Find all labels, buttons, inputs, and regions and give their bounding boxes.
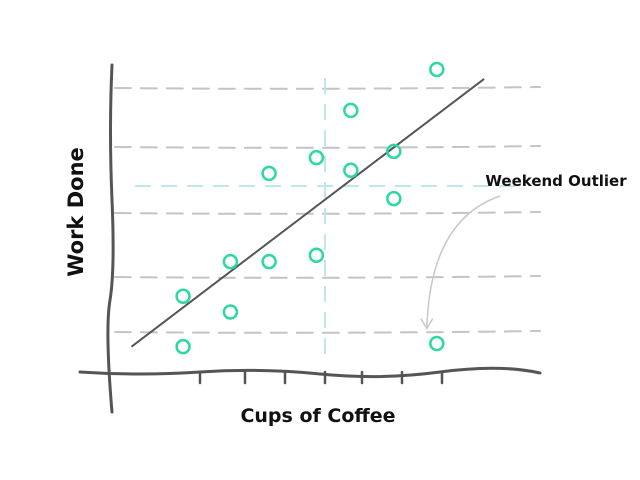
annotation-arrowhead [420,318,434,330]
trend-line-group [130,78,485,348]
y-axis-line [106,63,115,414]
data-point [386,190,402,207]
data-point [429,335,445,352]
annotation-arrow [426,195,501,329]
data-point [261,165,277,182]
data-point [222,253,239,270]
data-point [386,143,402,160]
data-point [175,338,191,355]
annotation-group: Weekend Outlier [420,172,627,330]
data-point [222,304,239,320]
x-axis-line [78,366,542,379]
data-point [343,102,359,119]
grid-lines [114,86,541,334]
data-points [175,61,445,355]
y-axis-title: Work Done [64,147,88,277]
data-point [308,247,325,264]
crosshair-lines [135,78,515,355]
axes [78,63,542,414]
x-axis-title: Cups of Coffee [240,405,395,427]
grid-line [114,145,541,149]
annotation-text: Weekend Outlier [485,172,627,190]
data-point [429,61,445,78]
trend-line [130,78,485,348]
grid-line [114,211,541,215]
grid-line [114,330,541,334]
data-point [175,288,191,304]
data-point [343,162,359,178]
grid-line [114,86,541,90]
data-point [308,149,325,166]
grid-line [114,275,541,279]
data-point [261,253,277,270]
